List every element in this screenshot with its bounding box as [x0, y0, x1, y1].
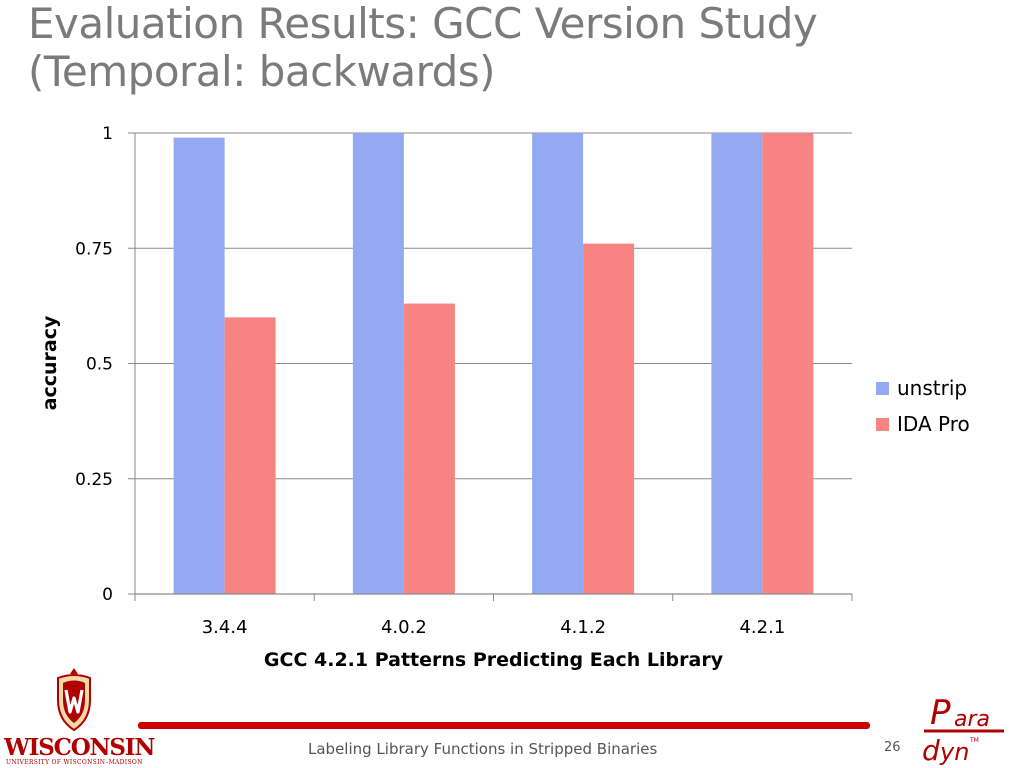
legend-label-ida-pro: IDA Pro	[897, 412, 970, 436]
bar-ida-pro-4-1-2	[583, 243, 635, 594]
bar-ida-pro-4-0-2	[403, 303, 455, 594]
bar-unstrip-3-4-4	[173, 137, 225, 595]
footer-divider	[138, 722, 870, 729]
y-tick-label-1: 0.25	[75, 470, 113, 490]
bar-unstrip-4-1-2	[532, 133, 584, 594]
y-tick-label-2: 0.5	[86, 355, 113, 375]
bar-ida-pro-4-2-1	[762, 133, 814, 594]
slide-title-line-2: (Temporal: backwards)	[28, 47, 496, 96]
bar-unstrip-4-2-1	[711, 133, 763, 594]
x-tick-label-2: 4.1.2	[560, 617, 606, 638]
legend-swatch-unstrip	[876, 381, 889, 395]
footer-text: Labeling Library Functions in Stripped B…	[308, 740, 658, 758]
y-tick-label-3: 0.75	[75, 239, 113, 259]
uw-crest-icon	[57, 668, 91, 732]
slide-title: Evaluation Results: GCC Version Study (T…	[28, 0, 988, 96]
legend-item-ida-pro: IDA Pro	[876, 406, 970, 442]
slide-title-line-1: Evaluation Results: GCC Version Study	[28, 0, 818, 48]
bar-unstrip-4-0-2	[352, 133, 404, 594]
wisconsin-subtitle: UNIVERSITY OF WISCONSIN–MADISON	[6, 759, 143, 766]
legend-item-unstrip: unstrip	[876, 370, 970, 406]
svg-text:TM: TM	[969, 737, 979, 744]
paradyn-logo: P ara d yn TM	[922, 693, 1004, 767]
y-tick-label-4: 1	[102, 124, 113, 144]
x-tick-label-1: 4.0.2	[381, 617, 427, 638]
svg-text:yn: yn	[939, 738, 969, 766]
legend-swatch-ida-pro	[876, 417, 889, 431]
x-axis-title: GCC 4.2.1 Patterns Predicting Each Libra…	[264, 649, 724, 671]
wisconsin-logo: WISCONSIN UNIVERSITY OF WISCONSIN–MADISO…	[2, 666, 155, 766]
bar-ida-pro-3-4-4	[224, 317, 276, 594]
y-tick-label-0: 0	[102, 585, 113, 605]
svg-text:ara: ara	[954, 707, 990, 732]
x-tick-label-0: 3.4.4	[202, 617, 248, 638]
svg-text:P: P	[930, 693, 951, 733]
legend-label-unstrip: unstrip	[897, 376, 968, 400]
x-tick-label-3: 4.2.1	[739, 617, 785, 638]
y-axis-title: accuracy	[39, 315, 61, 410]
svg-text:d: d	[922, 734, 940, 767]
page-number: 26	[884, 740, 901, 755]
wisconsin-wordmark: WISCONSIN	[4, 734, 155, 761]
chart-legend: unstrip IDA Pro	[876, 370, 970, 442]
